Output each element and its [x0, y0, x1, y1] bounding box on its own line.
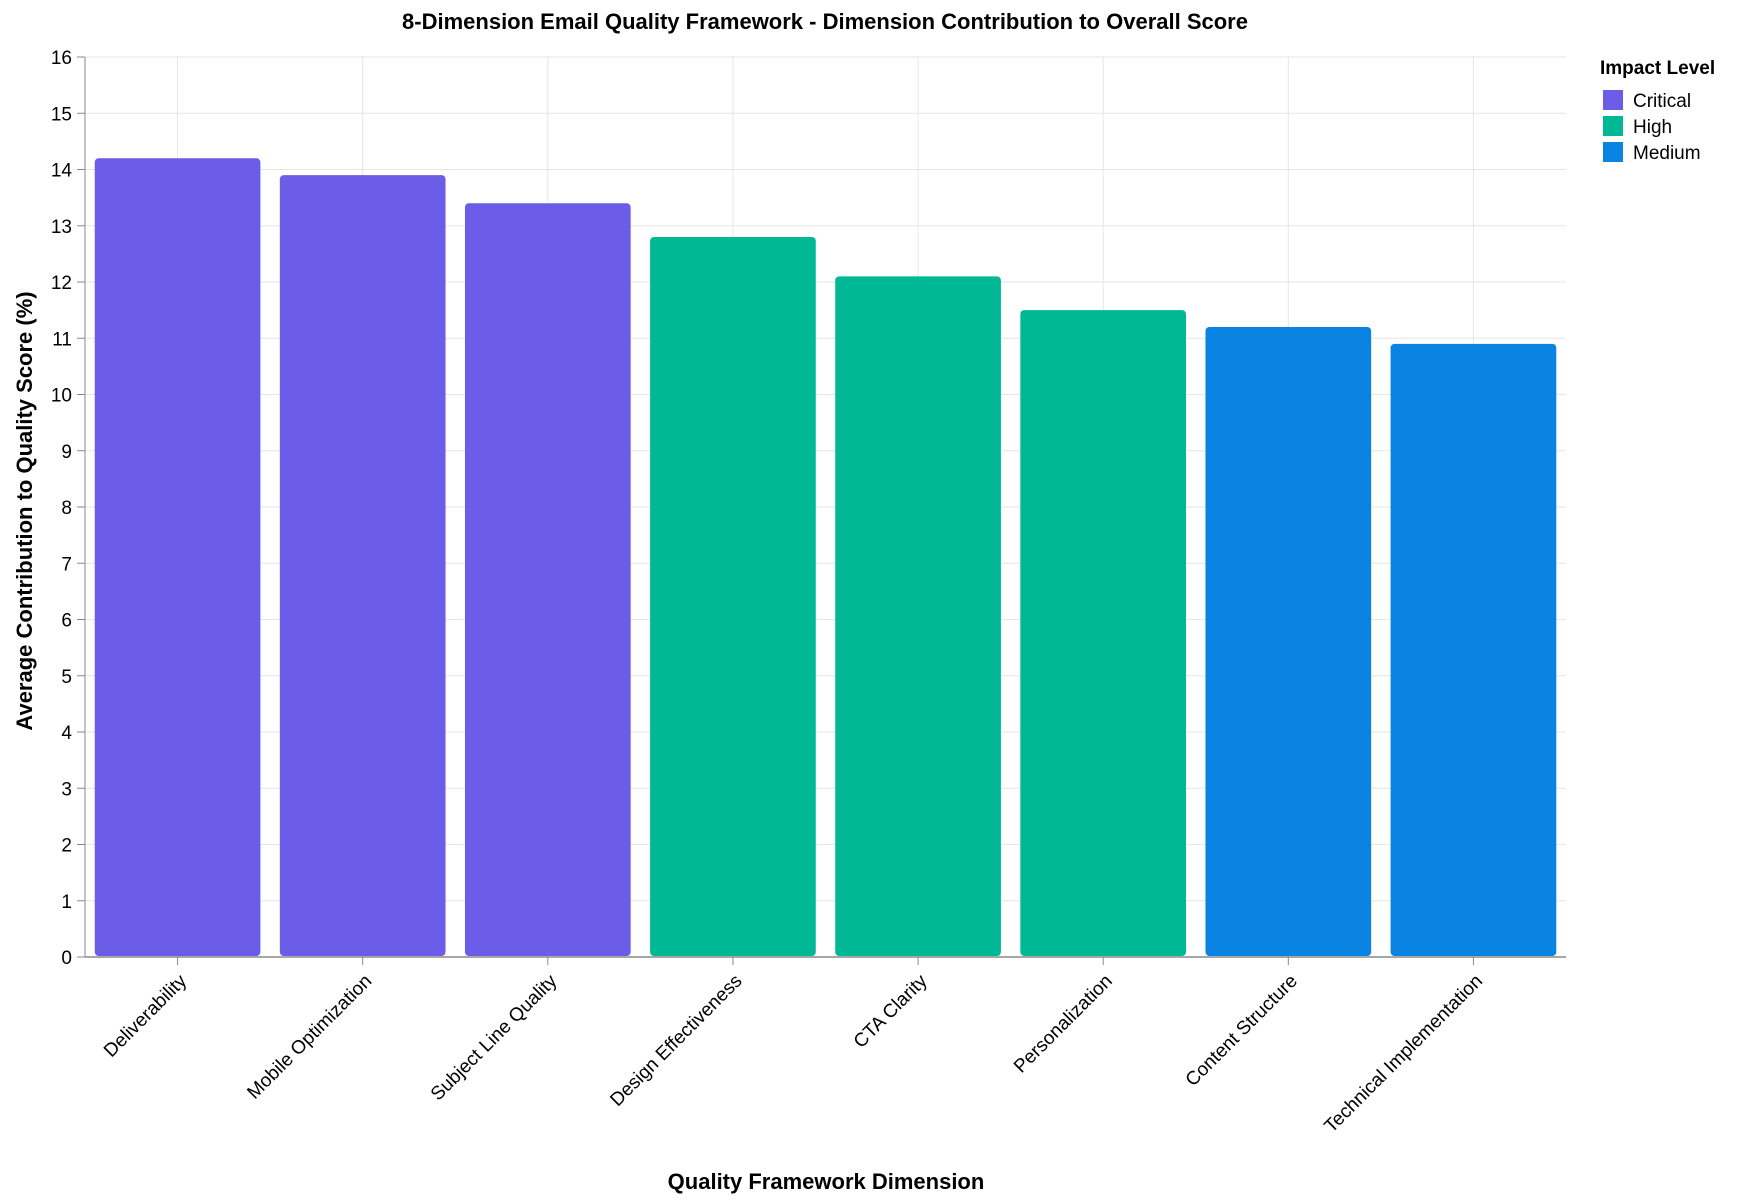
legend-label: Medium: [1633, 143, 1701, 164]
legend-swatch: [1603, 116, 1623, 136]
bar: [279, 175, 446, 956]
y-tick-label: 12: [51, 273, 72, 294]
x-tick-label: Design Effectiveness: [606, 971, 746, 1111]
x-axis-title: Quality Framework Dimension: [668, 1169, 985, 1194]
y-tick-label: 7: [61, 554, 72, 575]
y-tick-label: 11: [52, 329, 72, 350]
x-tick-label: Personalization: [1010, 971, 1117, 1078]
legend: Impact Level Critical High Medium: [1600, 58, 1715, 164]
bar: [650, 237, 816, 956]
legend-label: Critical: [1633, 91, 1691, 112]
x-tick-label: CTA Clarity: [850, 970, 932, 1052]
legend-title: Impact Level: [1600, 58, 1715, 79]
y-tick-label: 2: [61, 836, 72, 857]
y-tick-label: 15: [51, 104, 72, 125]
x-tick-label: Content Structure: [1182, 971, 1302, 1091]
y-tick-label: 8: [61, 498, 72, 519]
x-tick-label: Technical Implementation: [1321, 971, 1487, 1137]
bar: [94, 158, 261, 956]
y-axis-title: Average Contribution to Quality Score (%…: [12, 291, 37, 730]
legend-label: High: [1633, 117, 1672, 138]
bar: [464, 203, 631, 956]
bar: [1205, 327, 1372, 956]
y-tick-label: 5: [61, 667, 72, 688]
bar: [835, 276, 1001, 956]
y-tick-label: 6: [61, 611, 72, 632]
y-tick-label: 3: [61, 779, 72, 800]
y-tick-label: 9: [61, 442, 72, 463]
legend-swatch: [1603, 142, 1623, 162]
x-tick-label: Deliverability: [100, 970, 191, 1061]
bars: [94, 158, 1557, 956]
y-tick-label: 16: [51, 48, 72, 69]
bar: [1020, 310, 1187, 956]
y-tick-label: 13: [51, 217, 72, 238]
y-tick-label: 4: [61, 723, 72, 744]
bar: [1390, 343, 1557, 956]
x-tick-label: Subject Line Quality: [427, 970, 562, 1105]
y-tick-label: 0: [61, 948, 72, 969]
y-tick-label: 10: [51, 386, 72, 407]
legend-swatch: [1603, 90, 1623, 110]
y-tick-label: 1: [61, 892, 72, 913]
chart-title: 8-Dimension Email Quality Framework - Di…: [402, 9, 1248, 34]
x-tick-label: Mobile Optimization: [243, 971, 376, 1104]
y-tick-label: 14: [51, 161, 73, 182]
